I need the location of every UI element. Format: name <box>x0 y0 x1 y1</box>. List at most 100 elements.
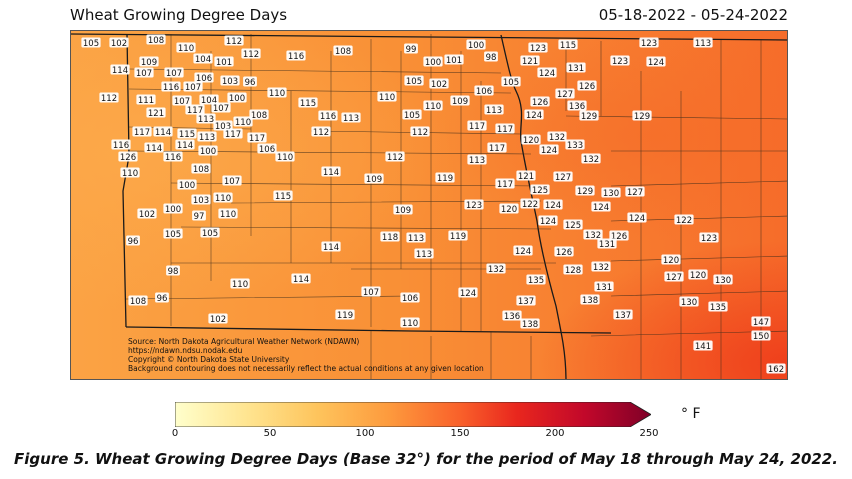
station-label-bg <box>257 143 277 154</box>
station-label-bg <box>404 43 418 54</box>
station-label-bg <box>227 92 247 103</box>
station-label: 123 <box>530 44 546 54</box>
station-value: 114 <box>175 139 195 151</box>
station-label-bg <box>385 151 405 162</box>
station-value: 123 <box>699 232 719 244</box>
station-label: 129 <box>634 112 650 122</box>
station-label: 127 <box>627 188 643 198</box>
station-value: 123 <box>610 55 630 67</box>
station-value: 131 <box>566 62 586 74</box>
station-label: 126 <box>532 98 548 108</box>
station-label-bg <box>539 144 559 155</box>
station-label: 124 <box>541 146 557 156</box>
station-label-bg <box>402 109 422 120</box>
station-label-bg <box>163 228 183 239</box>
station-value: 110 <box>218 208 238 220</box>
station-value: 116 <box>111 139 131 151</box>
station-value: 126 <box>530 96 550 108</box>
station-value: 126 <box>609 230 629 242</box>
station-label: 102 <box>139 210 155 220</box>
station-value: 124 <box>458 287 478 299</box>
station-value: 117 <box>247 132 267 144</box>
station-label-bg <box>111 139 131 150</box>
station-value: 133 <box>565 139 585 151</box>
station-value: 108 <box>191 163 211 175</box>
station-value: 127 <box>555 88 575 100</box>
station-label: 103 <box>193 196 209 206</box>
county-lines <box>125 34 787 379</box>
station-value: 124 <box>513 245 533 257</box>
station-value: 125 <box>530 184 550 196</box>
station-value: 114 <box>153 126 173 138</box>
station-label-bg <box>495 123 515 134</box>
station-label: 108 <box>193 165 209 175</box>
station-value: 138 <box>520 318 540 330</box>
station-label: 108 <box>148 36 164 46</box>
station-value: 123 <box>639 37 659 49</box>
station-value: 96 <box>155 292 169 304</box>
station-label-bg <box>674 214 694 225</box>
red-river <box>500 34 567 379</box>
station-label-bg <box>484 104 504 115</box>
station-value: 109 <box>139 56 159 68</box>
station-label: 107 <box>224 177 240 187</box>
station-label-bg <box>267 87 287 98</box>
station-label: 120 <box>523 136 539 146</box>
station-label-bg <box>699 232 719 243</box>
station-label-bg <box>175 139 195 150</box>
station-label: 121 <box>148 109 164 119</box>
station-label-bg <box>688 269 708 280</box>
station-label-bg <box>693 37 713 48</box>
station-label-bg <box>579 110 599 121</box>
station-label-bg <box>520 198 540 209</box>
canada-border <box>71 33 787 41</box>
station-label-bg <box>194 72 214 83</box>
station-value: 101 <box>214 56 234 68</box>
station-label-bg <box>177 128 197 139</box>
station-value: 132 <box>591 261 611 273</box>
station-label: 106 <box>476 87 492 97</box>
station-label-bg <box>530 96 550 107</box>
station-label-bg <box>249 109 269 120</box>
station-label-bg <box>177 179 197 190</box>
station-label-bg <box>547 131 567 142</box>
station-label: 124 <box>540 217 556 227</box>
station-value: 117 <box>467 120 487 132</box>
station-label: 135 <box>528 276 544 286</box>
station-value: 124 <box>646 56 666 68</box>
station-value: 121 <box>146 107 166 119</box>
station-value: 110 <box>400 317 420 329</box>
station-label: 117 <box>225 130 241 140</box>
station-label-bg <box>524 109 544 120</box>
station-value: 106 <box>194 72 214 84</box>
station-label: 109 <box>452 97 468 107</box>
station-label-bg <box>286 50 306 61</box>
station-label-bg <box>110 64 130 75</box>
station-value: 120 <box>499 203 519 215</box>
station-label: 121 <box>522 57 538 67</box>
station-label: 102 <box>210 315 226 325</box>
station-label-bg <box>139 56 159 67</box>
station-label: 98 <box>168 267 179 277</box>
station-label-bg <box>176 42 196 53</box>
station-label-bg <box>502 310 522 321</box>
station-value: 113 <box>467 154 487 166</box>
station-label-bg <box>200 227 220 238</box>
station-value: 111 <box>136 94 156 106</box>
station-label-bg <box>311 126 331 137</box>
station-value: 120 <box>521 134 541 146</box>
station-label-bg <box>580 294 600 305</box>
station-value: 103 <box>220 75 240 87</box>
station-label-bg <box>230 278 250 289</box>
source-note: Source: North Dakota Agricultural Weathe… <box>128 337 484 373</box>
station-value: 147 <box>751 316 771 328</box>
station-label: 120 <box>663 256 679 266</box>
station-value: 114 <box>321 241 341 253</box>
station-label: 117 <box>187 106 203 116</box>
station-label-bg <box>495 178 515 189</box>
station-label: 127 <box>666 273 682 283</box>
station-value: 113 <box>406 232 426 244</box>
station-value: 117 <box>495 123 515 135</box>
station-value: 100 <box>163 203 183 215</box>
